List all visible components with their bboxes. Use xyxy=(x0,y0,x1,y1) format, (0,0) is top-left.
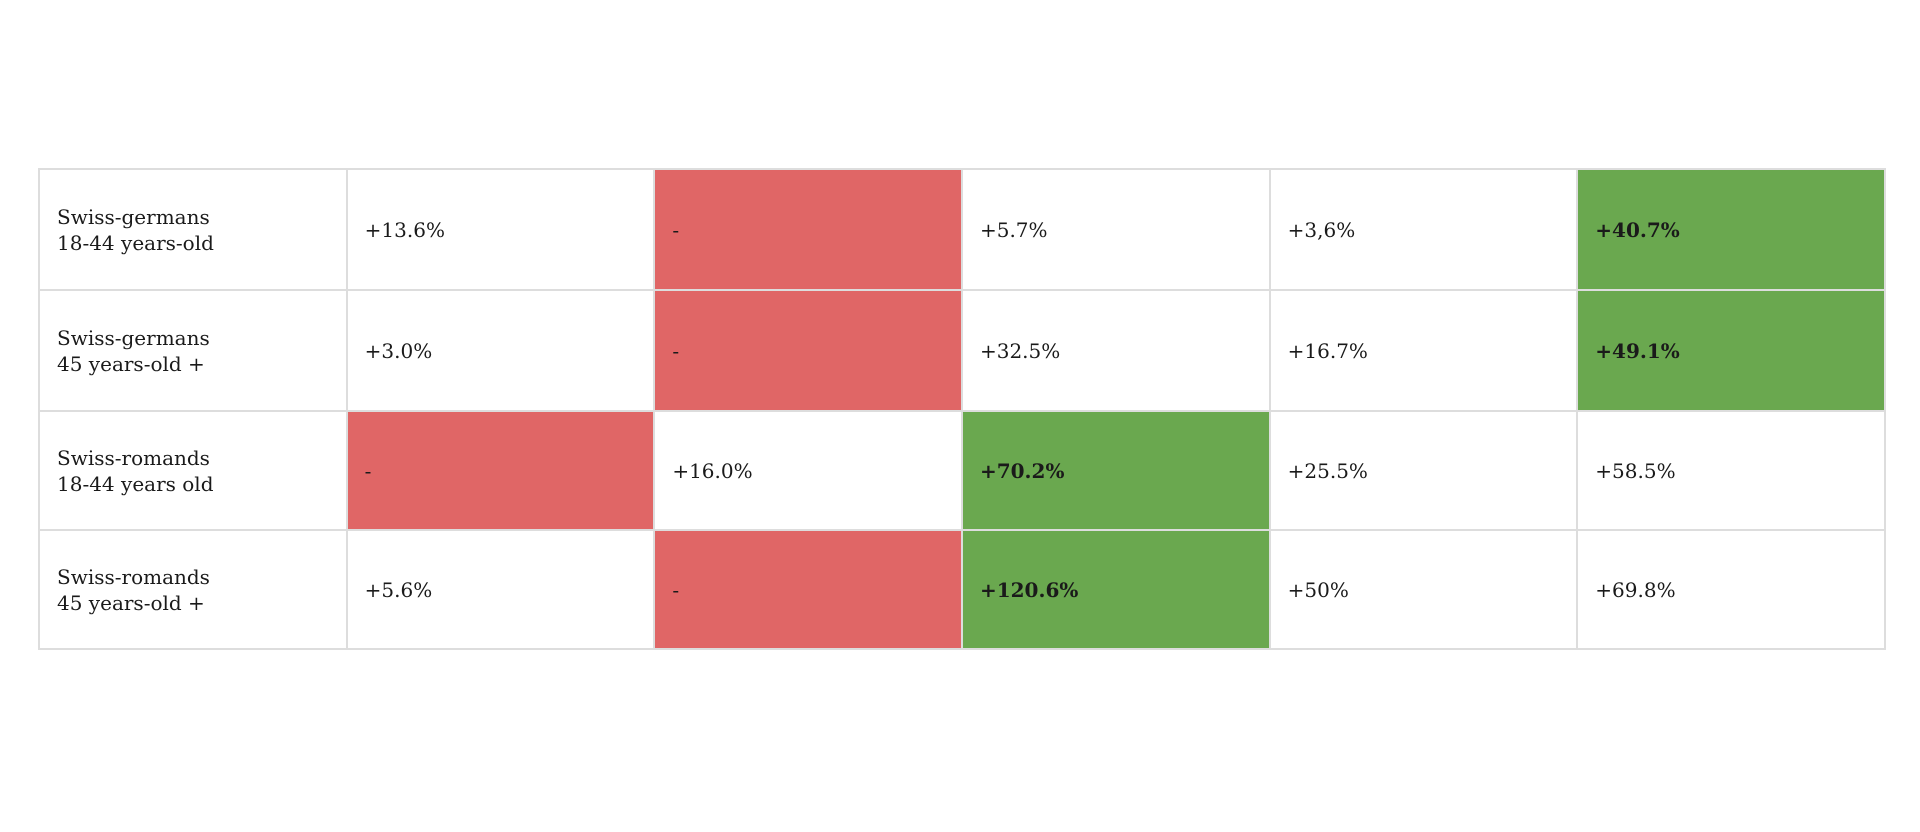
row-label-group: Swiss-germans xyxy=(57,204,210,229)
table-cell: +58.5% xyxy=(1576,410,1886,531)
table-cell: +69.8% xyxy=(1576,529,1886,650)
row-label-age: 45 years-old + xyxy=(57,351,205,376)
table-row: Swiss-germans 18-44 years-old +13.6% - +… xyxy=(38,168,1886,291)
table-row: Swiss-germans 45 years-old + +3.0% - +32… xyxy=(38,289,1886,412)
row-label: Swiss-romands 18-44 years old xyxy=(38,410,348,531)
table-cell: +32.5% xyxy=(960,289,1271,412)
table-cell: +5.6% xyxy=(345,529,656,650)
table-cell: +5.7% xyxy=(960,168,1271,291)
table-cell: +16.0% xyxy=(653,410,963,531)
table-cell: - xyxy=(345,410,656,531)
table-cell: +25.5% xyxy=(1268,410,1579,531)
row-label-group: Swiss-romands xyxy=(57,445,210,470)
table-cell: +49.1% xyxy=(1576,289,1886,412)
table-cell: +16.7% xyxy=(1268,289,1579,412)
row-label-age: 18-44 years-old xyxy=(57,230,214,255)
row-label: Swiss-romands 45 years-old + xyxy=(38,529,348,650)
row-label-group: Swiss-germans xyxy=(57,325,210,350)
table-cell: +50% xyxy=(1268,529,1579,650)
table-cell: +70.2% xyxy=(960,410,1271,531)
table-row: Swiss-romands 18-44 years old - +16.0% +… xyxy=(38,410,1886,531)
table-cell: +40.7% xyxy=(1576,168,1886,291)
table-cell: +3.0% xyxy=(345,289,656,412)
row-label: Swiss-germans 18-44 years-old xyxy=(38,168,348,291)
row-label-group: Swiss-romands xyxy=(57,564,210,589)
row-label: Swiss-germans 45 years-old + xyxy=(38,289,348,412)
data-table: Swiss-germans 18-44 years-old +13.6% - +… xyxy=(38,168,1886,650)
table-cell: - xyxy=(653,168,963,291)
table-row: Swiss-romands 45 years-old + +5.6% - +12… xyxy=(38,529,1886,650)
table-cell: +3,6% xyxy=(1268,168,1579,291)
table-cell: +13.6% xyxy=(345,168,656,291)
row-label-age: 45 years-old + xyxy=(57,590,205,615)
table-cell: - xyxy=(653,529,963,650)
table-cell: +120.6% xyxy=(960,529,1271,650)
row-label-age: 18-44 years old xyxy=(57,471,214,496)
table-cell: - xyxy=(653,289,963,412)
